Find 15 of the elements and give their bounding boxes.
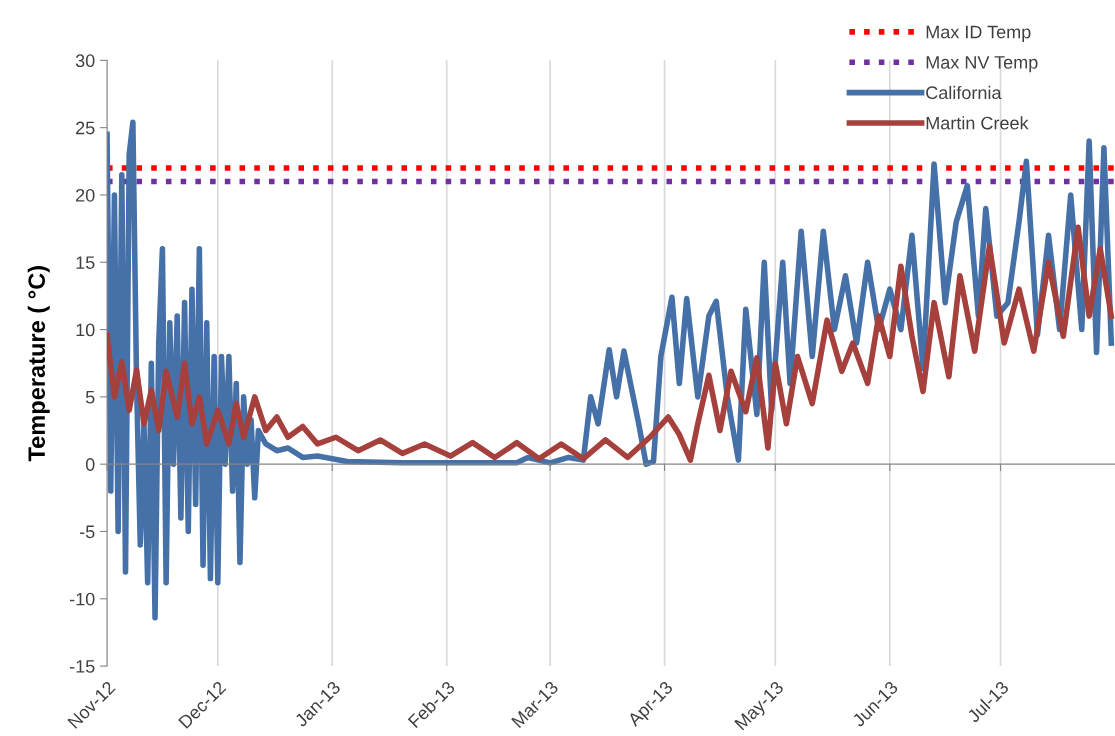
y-tick-label: 0 — [85, 458, 95, 471]
y-tick-label: 25 — [76, 121, 95, 135]
y-tick-label: -15 — [69, 660, 95, 673]
legend-label: Max ID Temp — [926, 25, 1031, 42]
y-tick-label: 30 — [75, 54, 95, 68]
y-tick-label: 15 — [76, 256, 95, 269]
y-tick-label: -5 — [79, 525, 95, 539]
y-tick-label: 10 — [76, 323, 95, 337]
legend-label: Martin Creek — [926, 116, 1029, 130]
legend-label: California — [926, 85, 1002, 100]
y-tick-label: -10 — [69, 592, 95, 606]
legend-label: Max NV Temp — [926, 56, 1038, 73]
y-tick-label: 5 — [85, 390, 95, 404]
y-axis-title: Temperature ( °C) — [27, 266, 50, 462]
y-tick-label: 20 — [76, 188, 95, 202]
